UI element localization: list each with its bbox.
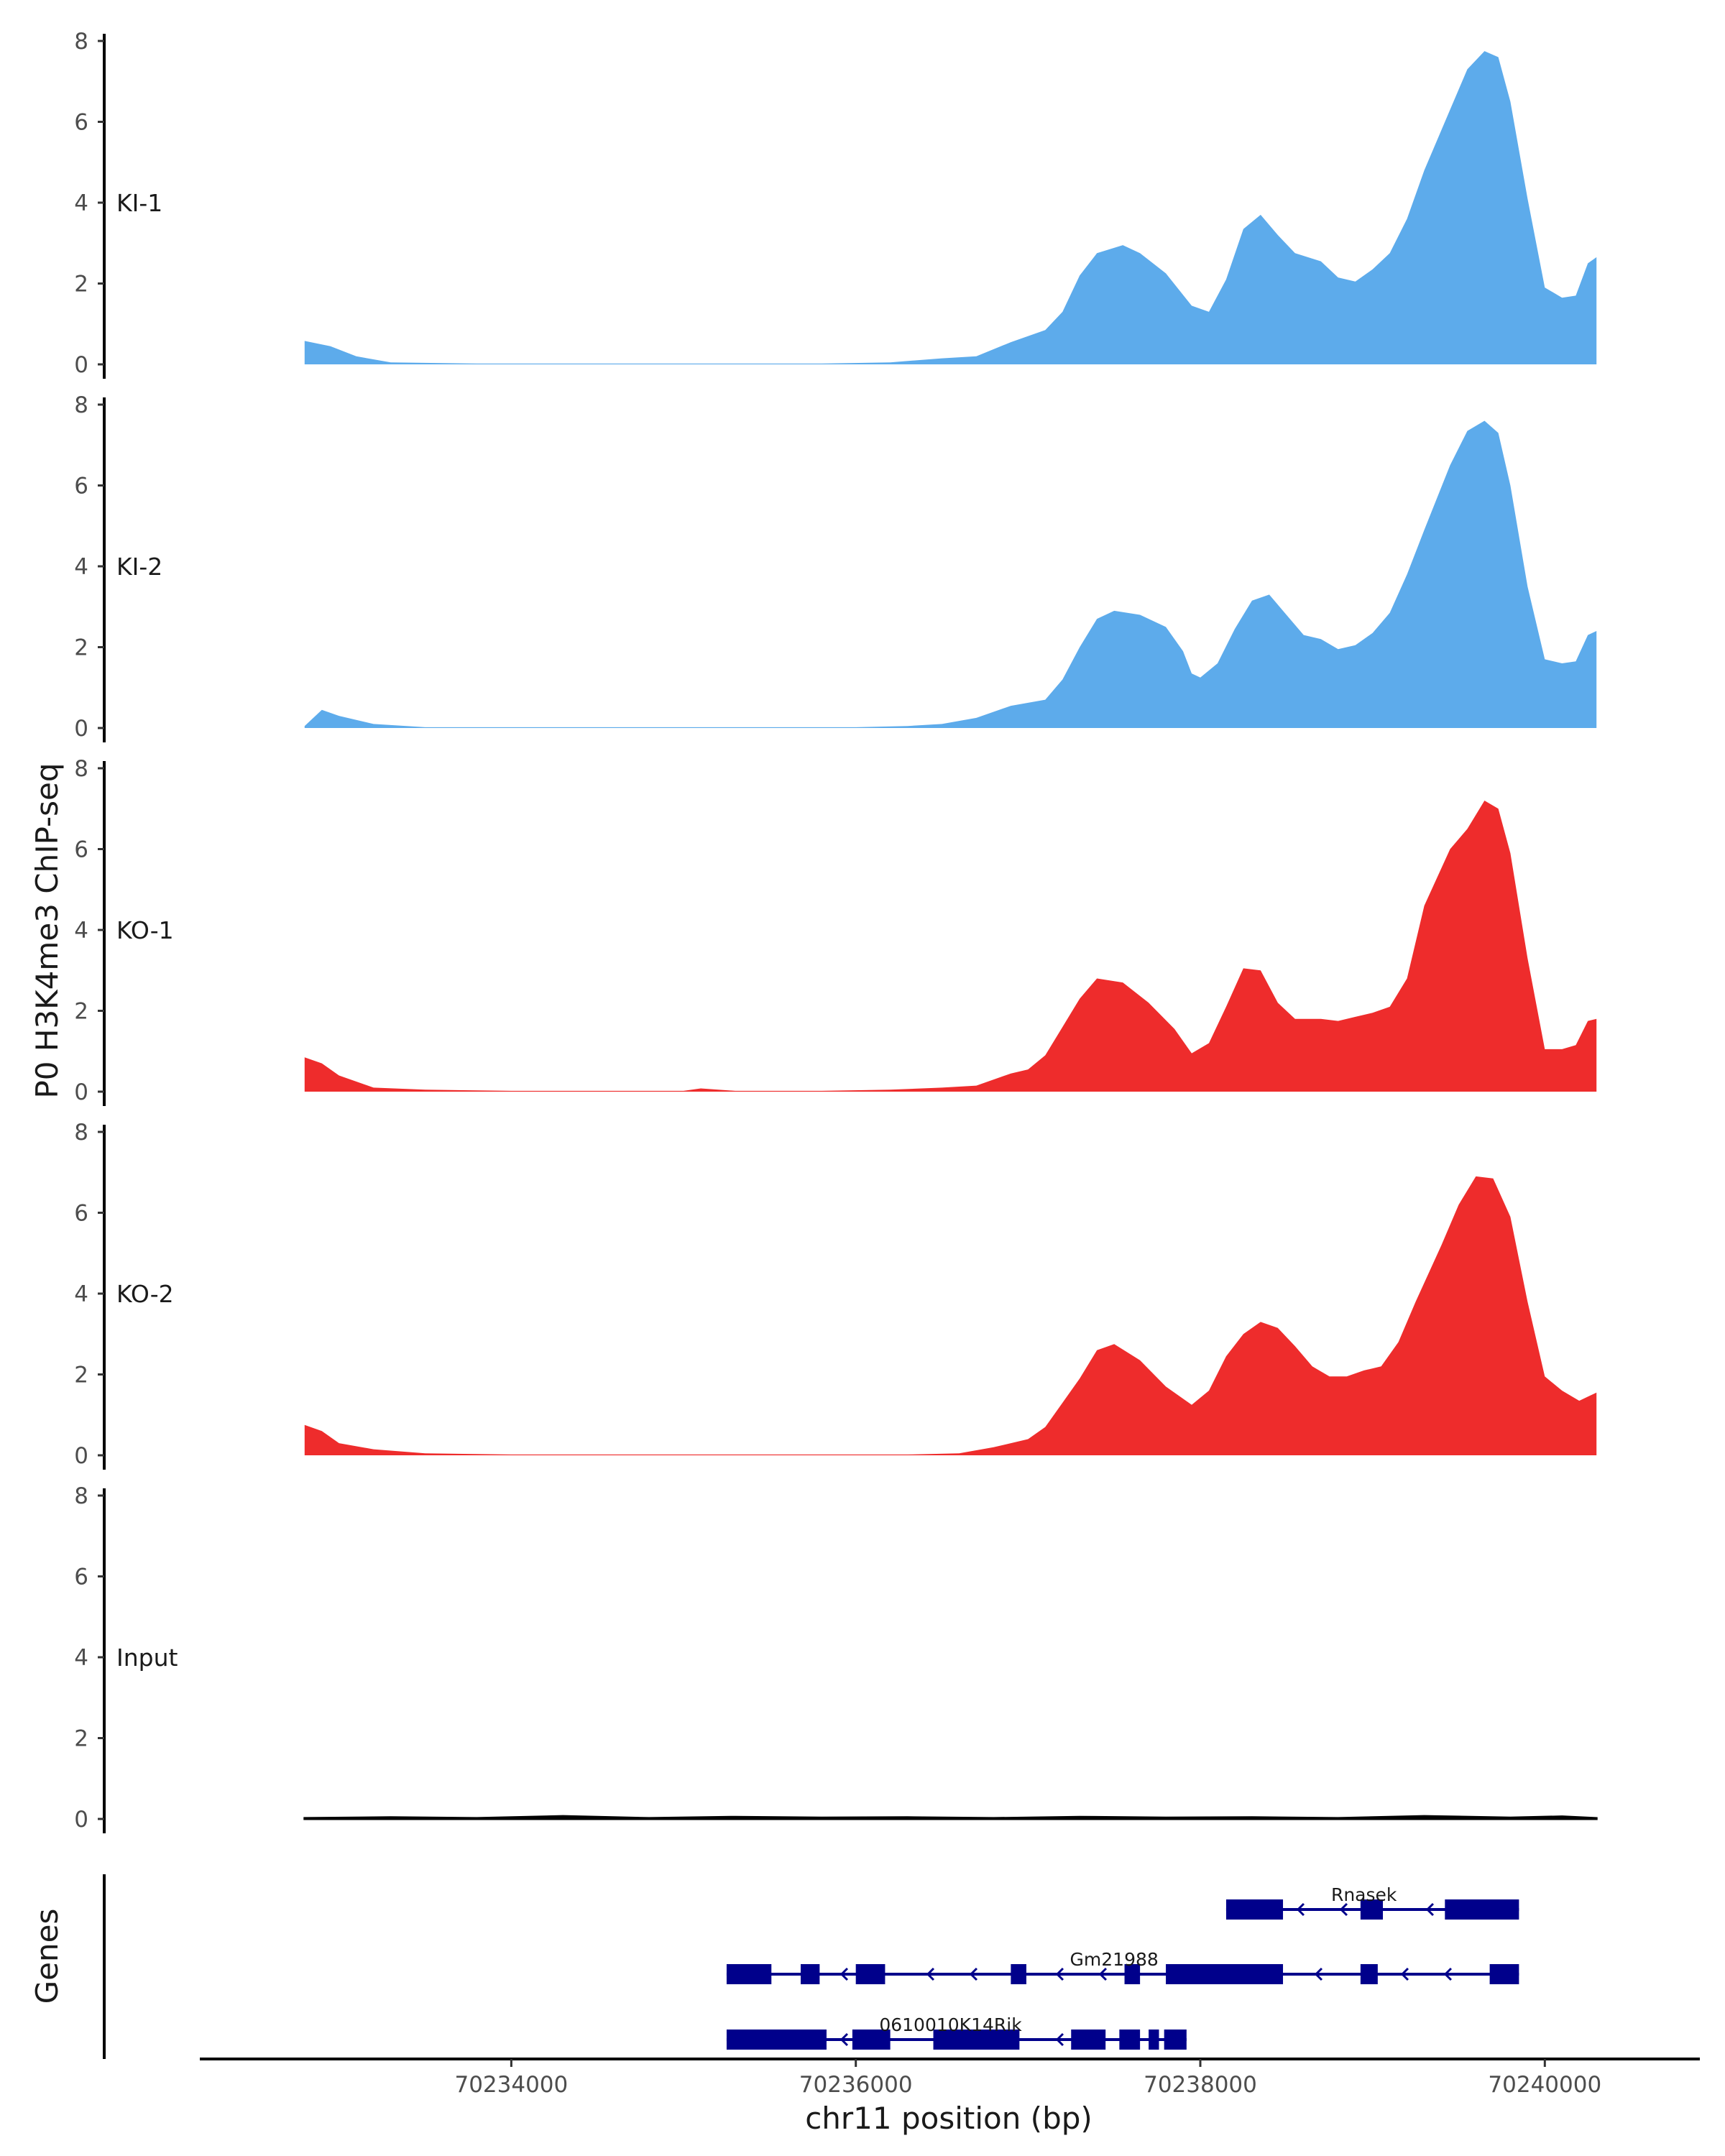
gene-track-title: Genes	[29, 1909, 65, 2004]
strand-arrow	[840, 1967, 849, 1981]
gene-exon	[1166, 1964, 1284, 1984]
y-tick-label: 6	[74, 474, 88, 499]
coverage-area-ko-2	[304, 1176, 1597, 1455]
y-axis-title: P0 H3K4me3 ChIP-seq	[29, 763, 65, 1098]
gene-exon	[1164, 2030, 1187, 2050]
strand-arrow	[1296, 1902, 1305, 1917]
gene-exon	[1445, 1899, 1519, 1920]
track-label-input: Input	[116, 1644, 178, 1672]
y-tick-label: 2	[74, 635, 88, 661]
strand-arrow	[1339, 1902, 1348, 1917]
coverage-tracks: 0 2 4 6 8 KI-1 0 2 4 6 8 KI-2 0 2 4 6 8 KO-1 0 2 4 6 8 KO-2 0 2 4 6…	[74, 29, 1598, 1833]
track-label-ko-1: KO-1	[116, 916, 174, 944]
gene-exon	[726, 2030, 827, 2050]
x-tick-label: 70238000	[1144, 2072, 1257, 2098]
track-panel-ko-1: 0 2 4 6 8 KO-1	[74, 756, 1597, 1106]
y-tick-label: 0	[74, 716, 88, 742]
y-tick-label: 4	[74, 190, 88, 216]
strand-arrow	[1443, 1967, 1453, 1981]
y-tick-label: 6	[74, 837, 88, 863]
track-panel-ki-1: 0 2 4 6 8 KI-1	[74, 29, 1597, 379]
gene-exon	[1071, 2030, 1106, 2050]
gene-exon	[801, 1964, 820, 1984]
strand-arrow	[1314, 1967, 1323, 1981]
y-tick-label: 4	[74, 554, 88, 580]
y-tick-label: 8	[74, 29, 88, 55]
gene-exon	[852, 2030, 891, 2050]
y-tick-label: 6	[74, 1565, 88, 1590]
coverage-area-ki-2	[304, 420, 1597, 728]
track-panel-ko-2: 0 2 4 6 8 KO-2	[74, 1120, 1597, 1470]
strand-arrow	[1425, 1902, 1435, 1917]
gene-exon	[1360, 1964, 1378, 1984]
track-label-ki-2: KI-2	[116, 553, 162, 581]
x-tick-label: 70240000	[1488, 2072, 1601, 2098]
x-axis: 70234000 70236000 70238000 70240000	[200, 2058, 1700, 2098]
track-label-ki-1: KI-1	[116, 189, 162, 217]
strand-arrow	[840, 2032, 849, 2047]
y-tick-label: 2	[74, 272, 88, 298]
x-tick-label: 70236000	[799, 2072, 913, 2098]
gene-gm21988: Gm21988	[726, 1949, 1519, 1984]
y-tick-label: 8	[74, 756, 88, 782]
y-tick-label: 2	[74, 999, 88, 1025]
y-tick-label: 8	[74, 1483, 88, 1509]
gene-exon	[1119, 2030, 1141, 2050]
gene-exon	[1124, 1964, 1141, 1984]
y-tick-label: 0	[74, 1807, 88, 1833]
y-tick-label: 4	[74, 1281, 88, 1307]
y-tick-label: 8	[74, 392, 88, 418]
gene-0610010k14rik: 0610010K14Rik	[726, 2014, 1187, 2050]
strand-arrow	[969, 1967, 978, 1981]
gene-exon	[855, 1964, 886, 1984]
strand-arrow	[1055, 1967, 1064, 1981]
track-panel-input: 0 2 4 6 8 Input	[74, 1483, 1598, 1833]
coverage-area-ko-1	[304, 801, 1597, 1092]
y-tick-label: 4	[74, 918, 88, 944]
gene-annotation-track: Rnasek Gm21988 0610010K14Rik	[103, 1874, 1519, 2059]
gene-exon	[1011, 1964, 1026, 1984]
x-axis-title: chr11 position (bp)	[805, 2101, 1092, 2136]
gene-exon	[1225, 1899, 1284, 1920]
y-tick-label: 4	[74, 1645, 88, 1671]
y-tick-label: 8	[74, 1120, 88, 1146]
x-tick-label: 70234000	[454, 2072, 568, 2098]
gene-exon	[1360, 1899, 1384, 1920]
strand-arrow	[1400, 1967, 1409, 1981]
y-tick-label: 0	[74, 1443, 88, 1469]
gene-exon	[933, 2030, 1020, 2050]
y-tick-label: 0	[74, 352, 88, 378]
y-tick-label: 2	[74, 1363, 88, 1388]
y-tick-label: 0	[74, 1079, 88, 1105]
y-tick-label: 2	[74, 1726, 88, 1752]
gene-rnasek: Rnasek	[1225, 1884, 1519, 1920]
coverage-area-ki-1	[304, 51, 1597, 364]
coverage-area-input	[303, 1815, 1598, 1820]
strand-arrow	[926, 1967, 935, 1981]
y-tick-label: 6	[74, 1201, 88, 1227]
strand-arrow	[1098, 1967, 1108, 1981]
gene-name-label: Rnasek	[1331, 1884, 1397, 1905]
track-label-ko-2: KO-2	[116, 1280, 174, 1308]
gene-exon	[1149, 2030, 1159, 2050]
strand-arrow	[1055, 2032, 1064, 2047]
y-tick-label: 6	[74, 110, 88, 136]
track-panel-ki-2: 0 2 4 6 8 KI-2	[74, 392, 1597, 742]
gene-exon	[726, 1964, 772, 1984]
gene-exon	[1489, 1964, 1519, 1984]
gene-name-label: 0610010K14Rik	[879, 2014, 1022, 2035]
gene-name-label: Gm21988	[1070, 1949, 1159, 1970]
